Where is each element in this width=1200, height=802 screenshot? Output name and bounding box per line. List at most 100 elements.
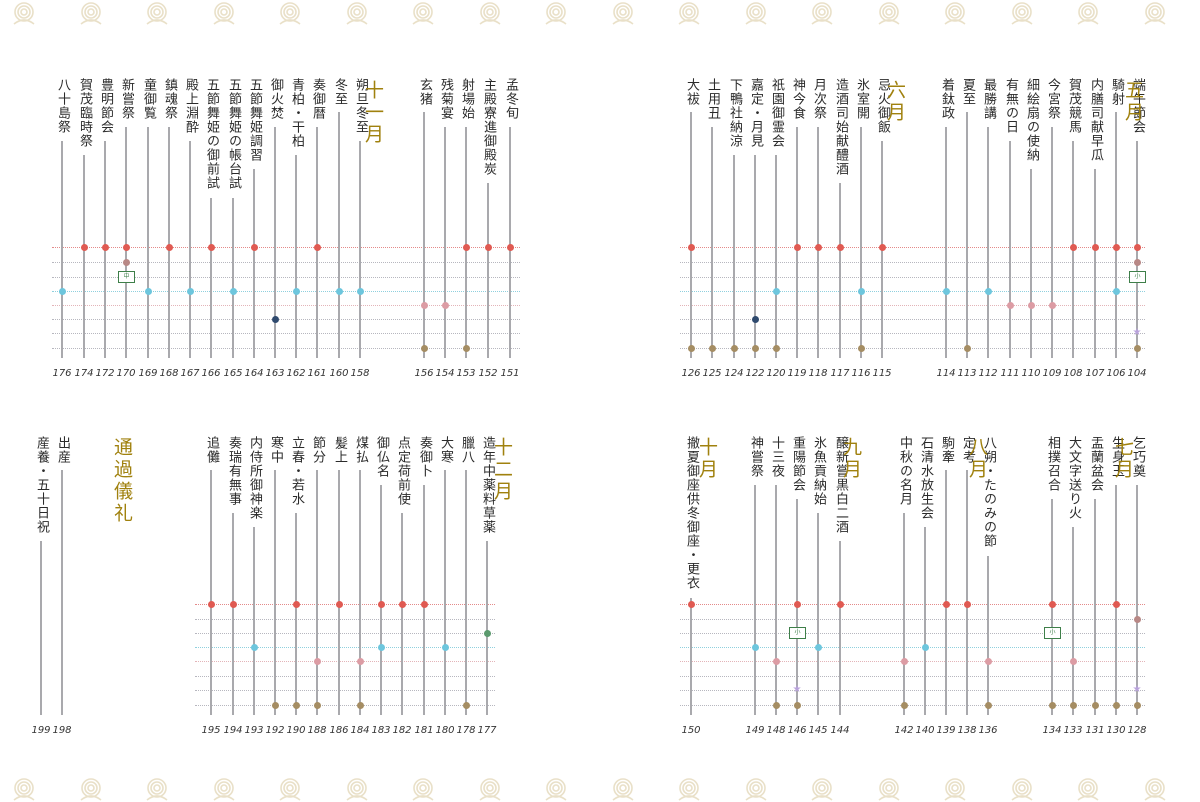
event-label: 祇園御霊会 <box>769 78 784 148</box>
event-marker-red <box>1069 243 1077 251</box>
ornament-icon <box>1144 778 1165 801</box>
month-heading: 通過儀礼 <box>111 437 133 525</box>
event-label: 新嘗祭 <box>119 78 134 120</box>
event-label: 内侍所御神楽 <box>247 436 262 520</box>
event-stem <box>338 112 340 358</box>
ornament-icon <box>612 778 633 801</box>
event-label: 冬至 <box>332 78 347 106</box>
month-heading: 十月 <box>696 437 718 481</box>
page-number: 126 <box>681 368 701 379</box>
event-label: 土用丑 <box>705 78 720 120</box>
page-number: 128 <box>1127 725 1147 736</box>
page-number: 170 <box>116 368 136 379</box>
event-stem <box>83 155 85 358</box>
event-label: 青柏・干柏 <box>289 78 304 148</box>
event-label: 玄猪 <box>417 78 432 106</box>
event-stem <box>817 513 819 715</box>
event-label: 五節舞姫調習 <box>247 78 262 162</box>
ornament-icon <box>80 2 101 25</box>
event-stem <box>232 197 234 358</box>
event-stem <box>1115 484 1117 715</box>
event-label: 髪上 <box>332 436 347 464</box>
event-marker-red <box>1133 243 1141 251</box>
grid-line-tl <box>52 333 520 334</box>
ornament-icon <box>944 2 966 25</box>
page-number: 112 <box>978 368 998 379</box>
event-label: 着鈦政 <box>939 78 954 120</box>
event-marker-navy <box>271 315 279 323</box>
event-marker-cyan <box>229 287 237 295</box>
event-stem <box>1051 126 1053 358</box>
event-marker-mauve <box>1133 258 1141 266</box>
event-marker-cyan <box>942 287 950 295</box>
event-label: 氷室開 <box>854 78 869 120</box>
event-marker-tan <box>857 344 865 352</box>
page-number: 140 <box>915 725 935 736</box>
event-marker-tan <box>687 344 695 352</box>
page-number: 104 <box>1127 368 1147 379</box>
event-tag: 小 <box>789 627 806 639</box>
event-marker-red <box>942 600 950 608</box>
event-stem <box>359 140 361 358</box>
page-number: 174 <box>74 368 94 379</box>
event-label: 臘八 <box>459 436 474 464</box>
event-stem <box>966 470 968 715</box>
page-number: 130 <box>1106 725 1126 736</box>
page-number: 151 <box>500 368 520 379</box>
event-marker-red <box>878 243 886 251</box>
event-stem <box>295 155 297 358</box>
page-number: 142 <box>894 725 914 736</box>
page-number: 162 <box>286 368 306 379</box>
event-marker-cyan <box>857 287 865 295</box>
event-marker-tan <box>1133 701 1141 709</box>
page-number: 182 <box>392 725 412 736</box>
event-marker-red <box>814 243 822 251</box>
event-stem <box>945 470 947 715</box>
ornament-icon <box>745 778 766 801</box>
event-label: 賀茂競馬 <box>1066 78 1081 134</box>
page-number: 194 <box>223 725 243 736</box>
event-marker-red <box>506 243 514 251</box>
grid-line-bl <box>195 604 495 605</box>
top-ornament-border <box>0 0 1200 25</box>
ornament-icon <box>479 778 500 801</box>
event-marker-rose <box>772 657 780 665</box>
page-number: 108 <box>1063 368 1083 379</box>
grid-line-br <box>680 705 1145 706</box>
event-label: 煤払 <box>353 436 368 464</box>
page-number: 199 <box>31 725 51 736</box>
event-label: 端午節会 <box>1130 78 1145 134</box>
grid-line-br <box>680 633 1145 634</box>
event-label: 定考 <box>960 436 975 464</box>
grid-line-br <box>680 690 1145 691</box>
page-number: 153 <box>456 368 476 379</box>
event-label: 石清水放生会 <box>918 436 933 520</box>
page-number: 154 <box>435 368 455 379</box>
grid-line-tr <box>680 262 1145 263</box>
event-marker-red <box>165 243 173 251</box>
event-label: 寒中 <box>268 436 283 464</box>
event-stem <box>1094 169 1096 358</box>
event-marker-red <box>313 243 321 251</box>
event-stem <box>465 126 467 358</box>
event-label: 残菊宴 <box>438 78 453 120</box>
event-marker-red <box>377 600 385 608</box>
event-marker-cyan <box>356 287 364 295</box>
event-marker-mauve <box>1133 615 1141 623</box>
event-marker-red <box>292 600 300 608</box>
event-stem <box>711 126 713 358</box>
event-marker-red <box>207 600 215 608</box>
grid-line-tl <box>52 291 520 292</box>
page-number: 183 <box>371 725 391 736</box>
event-stem <box>380 484 382 715</box>
event-marker-tan <box>900 701 908 709</box>
event-label: 御仏名 <box>374 436 389 478</box>
event-marker-tan <box>271 701 279 709</box>
grid-line-tl <box>52 348 520 349</box>
page-number: 106 <box>1106 368 1126 379</box>
event-label: 乞巧奠 <box>1130 436 1145 478</box>
event-marker-red <box>80 243 88 251</box>
page-number: 152 <box>478 368 498 379</box>
event-marker-cyan <box>186 287 194 295</box>
